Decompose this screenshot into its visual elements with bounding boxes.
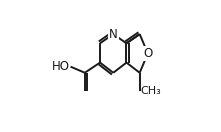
Text: CH₃: CH₃ <box>141 86 162 96</box>
Text: O: O <box>143 47 152 60</box>
Text: N: N <box>109 28 118 41</box>
Text: HO: HO <box>51 60 70 73</box>
